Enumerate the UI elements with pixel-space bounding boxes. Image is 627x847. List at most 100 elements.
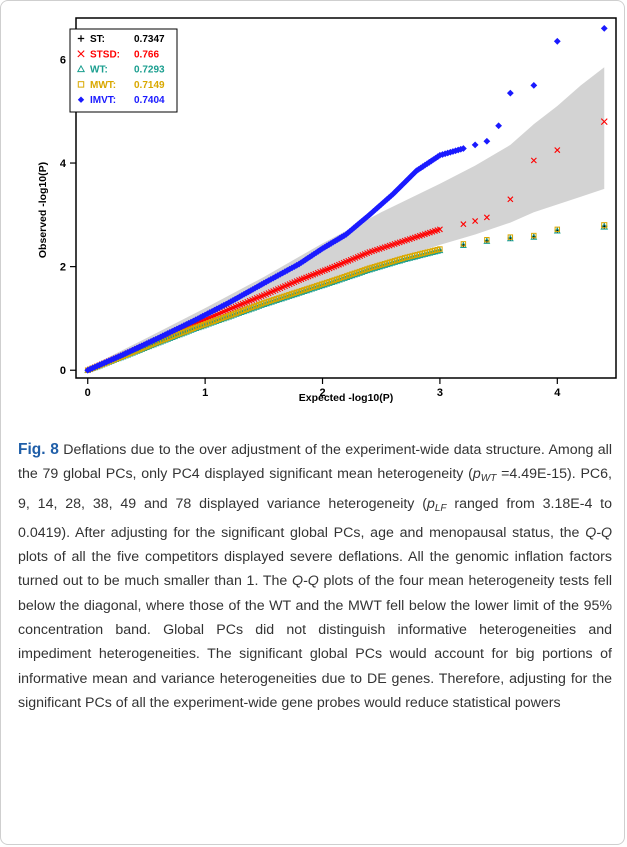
- caption-text: ranged from 3.18E-4 to 0.0419). After ad…: [18, 495, 613, 541]
- legend-label: ST:: [90, 34, 105, 45]
- data-point: [436, 226, 443, 233]
- data-point: [154, 334, 162, 342]
- caption-text: =4.49E-15). PC6, 9, 14, 28, 38, 49 and 7…: [18, 466, 612, 512]
- series-mwt: [85, 222, 608, 373]
- data-point: [215, 304, 223, 312]
- plot-frame: [75, 17, 617, 379]
- data-point: [600, 222, 609, 230]
- figure-label: Fig. 8: [18, 441, 59, 458]
- data-point: [358, 217, 366, 225]
- data-point: [168, 327, 176, 335]
- data-point: [483, 214, 490, 221]
- data-point: [319, 245, 326, 252]
- data-point: [600, 118, 608, 125]
- data-point: [279, 269, 287, 277]
- legend: ST: 0.7347 STSD: 0.766 WT: 0.7293 MWT: 0.7149 IM…: [69, 28, 178, 113]
- data-point: [601, 222, 608, 229]
- data-point: [460, 221, 467, 228]
- legend-marker: [77, 81, 85, 88]
- data-point: [310, 250, 318, 258]
- data-point: [225, 299, 233, 307]
- x-tick-label: 0: [85, 387, 91, 399]
- qq-plot: 0 1 2 3 4 0 2 4 6 Expected -log10(P) Observed -…: [37, 17, 617, 404]
- data-point: [342, 231, 350, 238]
- data-point: [360, 216, 368, 224]
- legend-label: MWT:: [90, 80, 116, 91]
- data-point: [495, 122, 503, 130]
- caption-text: plots of all the five competitors displa…: [18, 549, 612, 590]
- data-point: [417, 164, 425, 172]
- data-point: [600, 24, 608, 32]
- legend-marker: [77, 35, 85, 42]
- data-point: [161, 331, 169, 339]
- data-point: [471, 141, 479, 149]
- data-point: [375, 202, 383, 210]
- legend-value: 0.7347: [134, 34, 165, 45]
- caption-italic: Q-Q: [585, 524, 612, 541]
- data-point: [530, 157, 537, 164]
- caption-symbol: p: [426, 495, 435, 512]
- data-point: [459, 145, 467, 152]
- data-point: [240, 290, 248, 298]
- data-point: [484, 236, 490, 243]
- data-point: [405, 174, 413, 182]
- data-point: [437, 246, 443, 252]
- data-point: [152, 335, 160, 343]
- legend-value: 0.7149: [134, 80, 165, 91]
- x-tick-label: 2: [319, 387, 325, 399]
- data-point: [331, 237, 339, 245]
- y-tick-label: 2: [60, 262, 66, 274]
- legend-value: 0.7404: [134, 95, 165, 106]
- data-point: [348, 226, 356, 233]
- x-tick-label: 1: [202, 387, 208, 399]
- data-point: [185, 319, 193, 327]
- data-point: [459, 241, 467, 248]
- data-point: [419, 163, 427, 170]
- data-point: [133, 344, 141, 352]
- data-point: [344, 229, 352, 237]
- data-point: [483, 137, 491, 145]
- caption-text: Deflations due to the over adjustment of…: [18, 442, 612, 483]
- data-point: [396, 183, 404, 191]
- y-tick-label: 4: [60, 158, 67, 170]
- y-axis-label: Observed -log10(P): [37, 162, 49, 258]
- x-tick-label: 4: [554, 387, 561, 399]
- data-point: [258, 281, 266, 288]
- data-point: [369, 207, 377, 215]
- data-point: [430, 156, 437, 163]
- legend-marker: [77, 50, 85, 58]
- series-imvt: [84, 24, 608, 374]
- data-point: [432, 154, 440, 162]
- data-point: [530, 81, 538, 89]
- data-point: [389, 190, 397, 198]
- concentration-band: [87, 67, 605, 371]
- legend-box: [69, 28, 178, 113]
- data-point: [383, 195, 391, 203]
- data-point: [507, 234, 514, 240]
- legend-value: 0.766: [134, 49, 159, 60]
- legend-marker: [77, 96, 85, 103]
- caption-symbol: p: [472, 466, 481, 483]
- data-point: [227, 298, 235, 306]
- y-tick-label: 6: [60, 54, 66, 66]
- data-point: [506, 89, 514, 97]
- data-point: [299, 257, 307, 265]
- data-point: [381, 197, 389, 205]
- caption-italic: Q-Q: [292, 573, 319, 590]
- legend-label: STSD:: [90, 49, 120, 60]
- data-point: [483, 237, 491, 244]
- data-point: [387, 192, 395, 200]
- data-point: [354, 221, 362, 229]
- data-point: [427, 157, 435, 165]
- data-point: [377, 201, 385, 208]
- data-point: [194, 315, 202, 323]
- plot-points: [84, 24, 609, 374]
- legend-label: WT:: [90, 65, 108, 76]
- x-tick-label: 3: [437, 387, 443, 399]
- x-axis: 0 1 2 3 4: [85, 378, 561, 399]
- data-point: [506, 235, 514, 242]
- y-tick-label: 0: [60, 365, 66, 377]
- x-axis-label: Expected -log10(P): [299, 392, 394, 404]
- data-point: [178, 323, 186, 331]
- data-point: [531, 232, 537, 239]
